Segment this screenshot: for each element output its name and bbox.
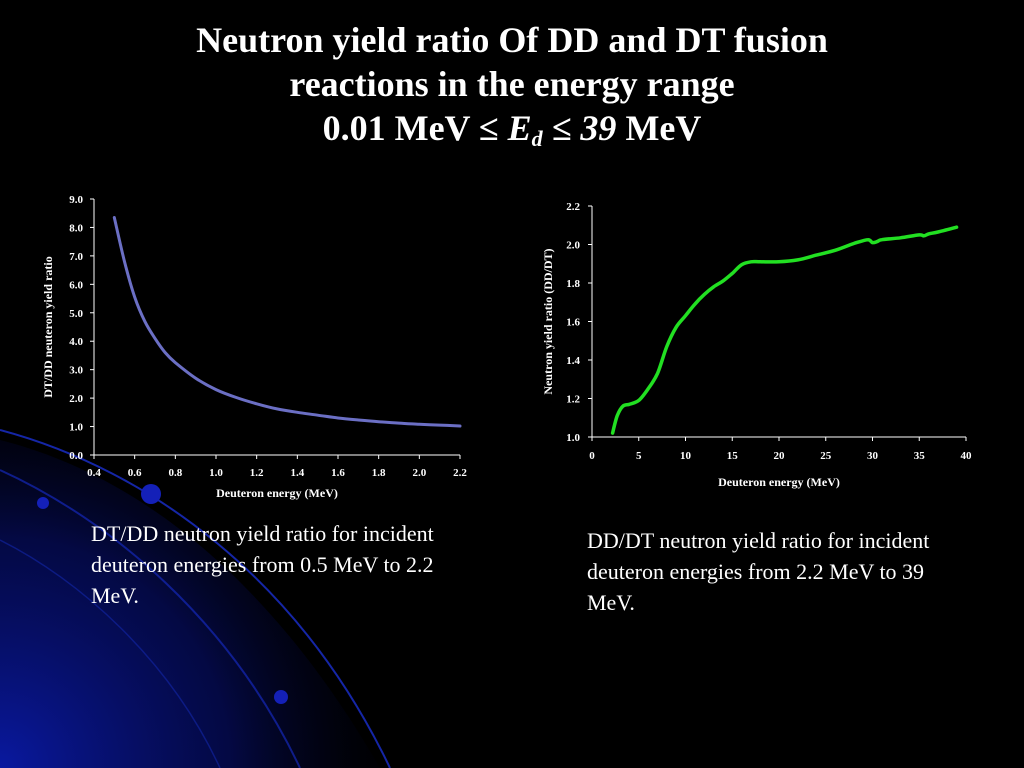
title-range-upper: ≤ 39 xyxy=(542,108,617,148)
caption-left: DT/DD neutron yield ratio for incident d… xyxy=(91,521,434,608)
title-range-unit: MeV xyxy=(616,108,702,148)
title-variable-letter: E xyxy=(507,108,532,148)
x-tick-label: 1.6 xyxy=(331,467,345,479)
x-tick-label: 40 xyxy=(961,450,973,462)
decor-glow xyxy=(0,440,380,768)
title-line-1: Neutron yield ratio Of DD and DT fusion xyxy=(196,20,828,60)
title-variable: Ed xyxy=(507,108,543,151)
title-line-3: 0.01 MeV ≤ Ed ≤ 39 MeV xyxy=(0,106,1024,150)
slide-title: Neutron yield ratio Of DD and DT fusion … xyxy=(0,18,1024,150)
x-tick-label: 0.8 xyxy=(168,467,182,479)
y-tick-label: 6.0 xyxy=(69,279,83,291)
y-tick-label: 0.0 xyxy=(69,450,83,462)
x-tick-label: 1.0 xyxy=(209,467,223,479)
x-tick-label: 30 xyxy=(867,450,879,462)
x-tick-label: 2.0 xyxy=(412,467,426,479)
x-tick-label: 5 xyxy=(636,450,642,462)
y-tick-label: 7.0 xyxy=(69,251,83,263)
x-tick-label: 1.8 xyxy=(372,467,386,479)
y-tick-label: 1.0 xyxy=(566,432,580,444)
series-line xyxy=(112,216,462,428)
y-axis-label: Neutron yield ratio (DD/DT) xyxy=(541,248,555,394)
y-tick-label: 5.0 xyxy=(69,308,83,320)
y-tick-label: 1.2 xyxy=(566,394,580,406)
decor-dot-2 xyxy=(37,497,49,509)
x-tick-label: 35 xyxy=(914,450,926,462)
decor-arc-2 xyxy=(0,469,301,768)
x-tick-label: 20 xyxy=(774,450,786,462)
x-axis-label: Deuteron energy (MeV) xyxy=(216,486,338,500)
y-tick-label: 2.0 xyxy=(566,240,580,252)
x-tick-label: 1.2 xyxy=(250,467,264,479)
y-tick-label: 8.0 xyxy=(69,222,83,234)
y-tick-label: 1.4 xyxy=(566,355,580,367)
y-tick-label: 2.0 xyxy=(69,393,83,405)
decor-arc-1 xyxy=(0,429,391,768)
decor-arc-3 xyxy=(0,539,221,768)
x-tick-label: 2.2 xyxy=(453,467,467,479)
y-tick-label: 9.0 xyxy=(69,194,83,206)
y-tick-label: 4.0 xyxy=(69,336,83,348)
y-tick-label: 1.6 xyxy=(566,317,580,329)
x-tick-label: 15 xyxy=(727,450,739,462)
x-tick-label: 0 xyxy=(589,450,595,462)
series-line xyxy=(610,225,959,435)
y-tick-label: 1.8 xyxy=(566,278,580,290)
decor-dot-1 xyxy=(141,484,161,504)
x-axis-label: Deuteron energy (MeV) xyxy=(718,475,840,489)
x-tick-label: 10 xyxy=(680,450,692,462)
x-tick-label: 25 xyxy=(820,450,832,462)
title-line-2: reactions in the energy range xyxy=(289,64,735,104)
y-axis-label: DT/DD neuteron yield ratio xyxy=(41,256,55,397)
x-tick-label: 0.4 xyxy=(87,467,101,479)
y-tick-label: 2.2 xyxy=(566,201,580,213)
x-tick-label: 0.6 xyxy=(128,467,142,479)
y-tick-label: 3.0 xyxy=(69,365,83,377)
y-tick-label: 1.0 xyxy=(69,422,83,434)
title-variable-subscript: d xyxy=(531,126,543,151)
caption-right: DD/DT neutron yield ratio for incident d… xyxy=(587,528,930,615)
decor-dot-3 xyxy=(274,690,288,704)
title-range-prefix: 0.01 MeV ≤ xyxy=(322,108,508,148)
x-tick-label: 1.4 xyxy=(290,467,304,479)
